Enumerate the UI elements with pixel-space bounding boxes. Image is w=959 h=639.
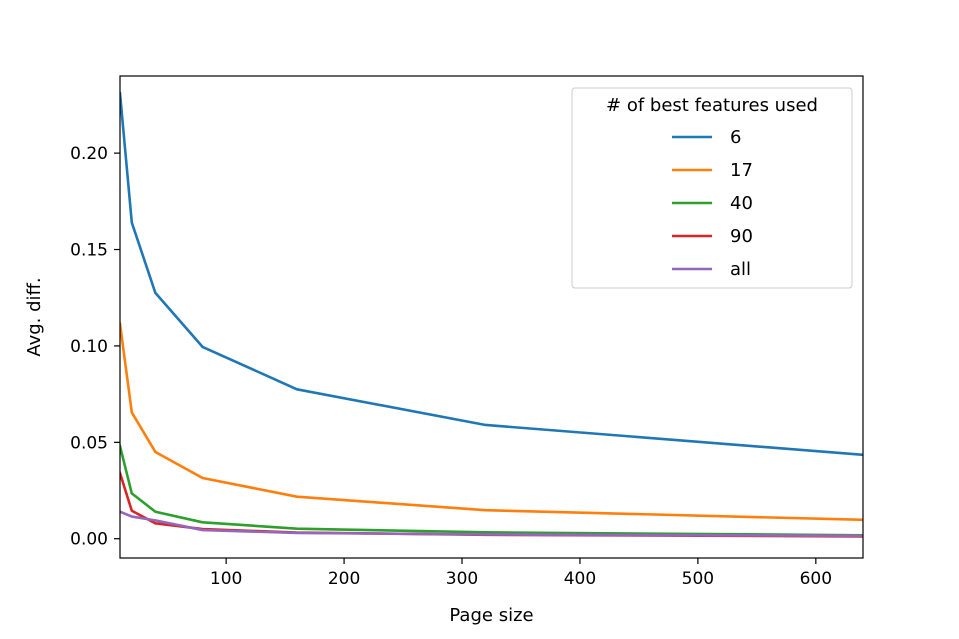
y-tick-label: 0.20 <box>70 144 108 164</box>
plot-frame <box>119 75 864 559</box>
x-tick-label: 500 <box>682 569 714 589</box>
y-tick-label: 0.10 <box>70 337 108 357</box>
plot-area <box>119 75 864 559</box>
x-tick-label: 400 <box>564 569 596 589</box>
legend-title: # of best features used <box>606 95 818 116</box>
y-axis-label: Avg. diff. <box>24 277 45 356</box>
x-tick-label: 100 <box>210 569 242 589</box>
series-line-40 <box>120 444 863 537</box>
legend-label-17: 17 <box>730 160 753 181</box>
x-axis: 100 200 300 400 500 600 <box>210 558 832 589</box>
legend-label-all: all <box>730 259 751 280</box>
legend-items: 6 17 40 90 all <box>672 127 753 280</box>
series-line-17 <box>120 322 863 522</box>
series-layer <box>120 91 863 538</box>
x-tick-label: 300 <box>446 569 478 589</box>
series-line-all <box>120 510 863 538</box>
y-tick-label: 0.00 <box>70 530 108 550</box>
x-tick-label: 600 <box>800 569 832 589</box>
series-line-6 <box>120 91 863 457</box>
legend: # of best features used 6 17 40 90 all <box>571 87 853 289</box>
legend-box <box>571 87 853 289</box>
y-tick-label: 0.05 <box>70 433 108 453</box>
x-axis-label: Page size <box>449 605 533 626</box>
x-tick-label: 200 <box>328 569 360 589</box>
y-axis: 0.00 0.05 0.10 0.15 0.20 <box>70 144 120 550</box>
y-tick-label: 0.15 <box>70 241 108 261</box>
legend-label-40: 40 <box>730 193 753 214</box>
legend-label-6: 6 <box>730 127 741 148</box>
legend-label-90: 90 <box>730 226 753 247</box>
